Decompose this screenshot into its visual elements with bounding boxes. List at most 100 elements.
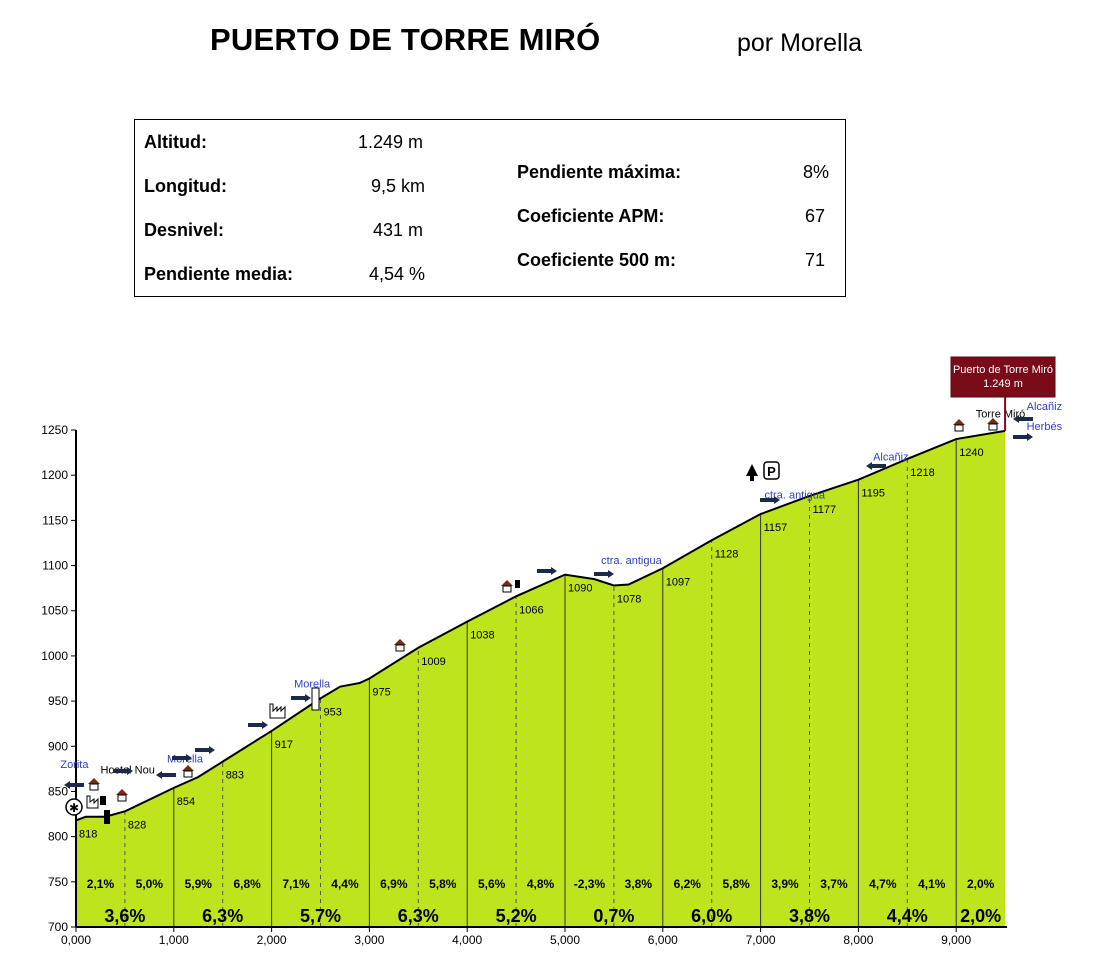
house-icon: [501, 580, 513, 593]
altitude-label: Altitud:: [144, 132, 207, 152]
parking-icon: P: [763, 461, 780, 480]
arrow-shape: [291, 694, 311, 702]
half-km-gradient-label: 2,1%: [87, 877, 115, 891]
arrow-right-icon: [760, 496, 780, 504]
half-km-gradient-label: 6,2%: [674, 877, 702, 891]
arrow-shape: [760, 496, 780, 504]
elevation-label: 828: [128, 819, 146, 831]
house-roof: [987, 418, 999, 424]
half-km-gradient-label: 4,8%: [527, 877, 555, 891]
arrow-right-icon: [248, 721, 268, 729]
y-tick-label: 750: [48, 875, 68, 889]
y-tick-label: 1000: [41, 649, 68, 663]
arrow-left-icon: [156, 771, 176, 779]
arrow-shape: [172, 754, 192, 762]
elevation-label: 1240: [959, 447, 983, 459]
arrow-left-icon: [1013, 415, 1033, 423]
y-tick-label: 900: [48, 739, 68, 753]
barrier-post: [104, 810, 110, 824]
page-title: PUERTO DE TORRE MIRÓ: [210, 22, 601, 57]
house-icon: [953, 419, 965, 432]
apm-coefficient-label: Coeficiente APM:: [517, 206, 665, 226]
tree-icon: [746, 464, 758, 481]
tap-icon: [515, 580, 520, 588]
arrow-shape: [1013, 415, 1033, 423]
tap-shape: [515, 580, 520, 588]
altitude-value: 1.249 m: [357, 132, 423, 152]
half-km-gradient-label: 7,1%: [282, 877, 310, 891]
half-km-gradient-label: 3,8%: [625, 877, 653, 891]
arrow-left-icon: [866, 462, 886, 470]
elevation-label: 1157: [764, 522, 788, 534]
road-label: ctra. antigua: [765, 490, 826, 502]
page-subtitle: por Morella: [737, 29, 863, 57]
house-icon: [394, 639, 406, 652]
x-tick-label: 4,000: [452, 933, 482, 947]
profile-area: [76, 430, 1006, 927]
elevation-label: 1097: [666, 576, 690, 588]
arrow-left-icon: [64, 781, 84, 789]
km-gradient-label: 3,8%: [789, 906, 830, 926]
stats-box: Altitud: 1.249 m Longitud: 9,5 km Desniv…: [134, 119, 846, 297]
half-km-gradient-label: 5,8%: [722, 877, 750, 891]
elevation-label: 1009: [421, 656, 445, 668]
elevation-label: 1038: [470, 630, 494, 642]
house-wall: [117, 794, 127, 802]
summit-name: Puerto de Torre Miró: [953, 364, 1053, 376]
x-tick-label: 7,000: [746, 933, 776, 947]
arrow-shape: [537, 567, 557, 575]
elevation-label: 1177: [813, 504, 837, 516]
km-gradient-label: 5,2%: [496, 906, 537, 926]
km-gradient-label: 3,6%: [104, 906, 145, 926]
house-roof: [116, 789, 128, 795]
arrow-right-icon: [172, 754, 192, 762]
elevation-label: 953: [324, 706, 342, 718]
fuel-pump-icon: [100, 796, 106, 805]
arrow-shape: [594, 570, 614, 578]
average-gradient-value: 4,54 %: [368, 264, 425, 284]
summit-altitude: 1.249 m: [983, 378, 1023, 390]
half-km-gradient-label: 3,9%: [771, 877, 799, 891]
house-wall: [89, 783, 99, 791]
bridge-shape: [311, 687, 320, 711]
length-label: Longitud:: [144, 176, 227, 196]
house-icon: [987, 418, 999, 431]
max-gradient-label: Pendiente máxima:: [517, 162, 682, 182]
half-km-gradient-label: 6,8%: [233, 877, 261, 891]
y-tick-label: 850: [48, 784, 68, 798]
half-km-gradient-label: -2,3%: [574, 877, 606, 891]
half-km-gradient-label: 4,4%: [331, 877, 359, 891]
x-tick-label: 2,000: [257, 933, 287, 947]
arrow-right-icon: [1013, 433, 1033, 441]
km-gradient-label: 6,3%: [398, 906, 439, 926]
arrow-shape: [1013, 433, 1033, 441]
elevation-label: 818: [79, 828, 97, 840]
arrow-shape: [195, 746, 215, 754]
house-roof: [501, 580, 513, 586]
road-label: Alcañiz: [1027, 401, 1062, 413]
length-value: 9,5 km: [370, 176, 425, 196]
elevation-label: 1218: [910, 467, 934, 479]
km-gradient-label: 4,4%: [887, 906, 928, 926]
map-icons: ✱P: [64, 415, 1033, 824]
km-gradient-label: 2,0%: [960, 906, 1001, 926]
house-roof: [394, 639, 406, 645]
half-km-gradient-label: 3,7%: [820, 877, 848, 891]
half-km-gradient-label: 2,0%: [967, 877, 995, 891]
elevation-label: 917: [275, 739, 293, 751]
half-km-gradient-label: 5,8%: [429, 877, 457, 891]
arrow-shape: [64, 781, 84, 789]
roundabout-circle: [65, 798, 83, 816]
elevation-gain-label: Desnivel:: [144, 220, 225, 240]
arrow-right-icon: [537, 567, 557, 575]
half-km-gradient-label: 5,0%: [136, 877, 164, 891]
arrow-shape: [156, 771, 176, 779]
chart-axes: 700 750 800 850 900 950 1000 1050 1100 1150 1200 12…: [41, 423, 1008, 947]
arrow-shape: [866, 462, 886, 470]
arrow-right-icon: [195, 746, 215, 754]
factory-shape: [269, 703, 286, 719]
house-wall: [183, 770, 193, 778]
average-gradient-label: Pendiente media:: [144, 264, 294, 284]
house-wall: [988, 423, 998, 431]
